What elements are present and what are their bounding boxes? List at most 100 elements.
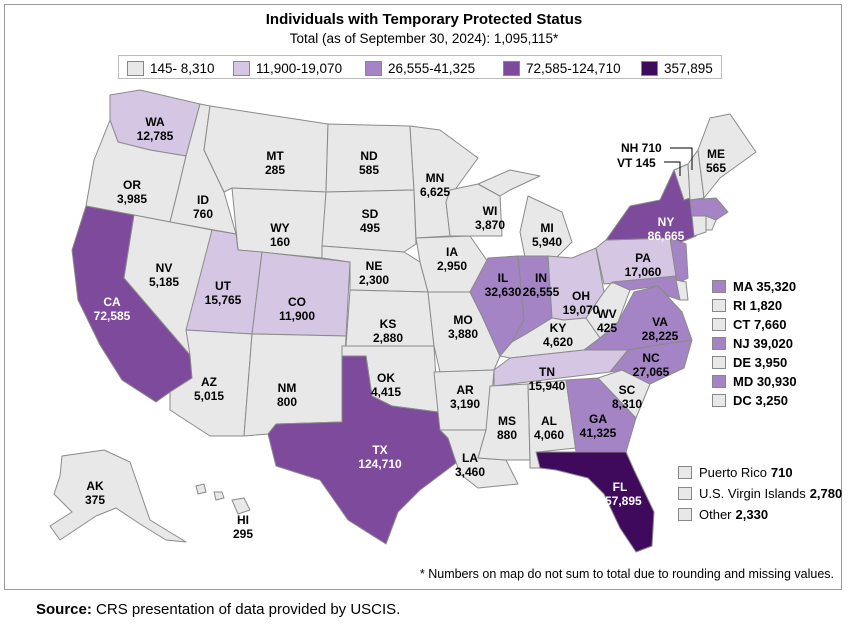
small-state-ri: RI 1,820 [712, 297, 782, 313]
map-title: Individuals with Temporary Protected Sta… [265, 11, 583, 28]
legend: 145- 8,310 11,900-19,070 26,555-41,325 7… [118, 55, 722, 79]
state-value-wi: 3,870 [475, 218, 505, 232]
state-label-wa: WA [145, 115, 165, 129]
state-label-ga: GA [589, 412, 607, 426]
state-value-ak: 375 [85, 493, 105, 507]
state-value-wv: 425 [597, 321, 617, 335]
state-label-tn: TN [539, 365, 555, 379]
state-value-me: 565 [706, 161, 726, 175]
state-FL [535, 451, 655, 553]
state-label-in: IN [535, 271, 547, 285]
territory-puerto-rico: Puerto Rico 710 [678, 463, 793, 481]
swatch-md [712, 374, 726, 388]
state-label-ny: NY [658, 215, 675, 229]
state-value-az: 5,015 [194, 389, 224, 403]
small-states-list: MA 35,320 RI 1,820 CT 7,660 NJ 39,020 DE… [712, 278, 822, 408]
state-value-wy: 160 [270, 235, 290, 249]
state-value-mo: 3,880 [448, 327, 478, 341]
state-SD [321, 189, 417, 253]
state-value-ut: 15,765 [205, 293, 242, 307]
state-value-mn: 6,625 [420, 185, 450, 199]
state-value-pa: 17,060 [625, 265, 662, 279]
state-label-ms: MS [498, 414, 516, 428]
state-MD [611, 275, 681, 301]
territory-value: 710 [770, 464, 793, 480]
legend-swatch-bin-1 [233, 60, 250, 76]
state-label-az: AZ [201, 375, 217, 389]
state-value-ky: 4,620 [543, 335, 573, 349]
state-CO [251, 251, 351, 337]
state-value-sc: 8,310 [612, 397, 642, 411]
state-value-ks: 2,880 [373, 331, 403, 345]
state-value-or: 3,985 [117, 192, 147, 206]
state-value-mi: 5,940 [532, 235, 562, 249]
state-label-pa: PA [635, 251, 651, 265]
state-label-ar: AR [456, 383, 474, 397]
source-line: Source: CRS presentation of data provide… [36, 601, 400, 618]
state-value-in: 26,555 [523, 285, 560, 299]
state-label-sc: SC [619, 383, 636, 397]
swatch-nj [712, 336, 726, 350]
state-HI-1 [195, 483, 207, 495]
swatch-ma [712, 279, 726, 293]
state-label-me: ME [707, 147, 725, 161]
small-state-nj: NJ 39,020 [712, 335, 793, 351]
state-value-fl: 357,895 [598, 494, 642, 508]
state-value-nv: 5,185 [149, 275, 179, 289]
state-label-nd: ND [360, 149, 378, 163]
state-label-nc: NC [642, 351, 660, 365]
legend-label-bin-0: 145- 8,310 [150, 60, 215, 76]
legend-item-bin-0: 145- 8,310 [127, 60, 215, 76]
small-state-ri-label: RI 1,820 [733, 297, 783, 313]
state-label-ne: NE [366, 259, 383, 273]
state-value-nc: 27,065 [633, 365, 670, 379]
source-label: Source: [36, 601, 92, 618]
state-CT [691, 215, 707, 237]
state-label-mt: MT [266, 149, 284, 163]
state-value-mt: 285 [265, 163, 285, 177]
state-RI [705, 215, 717, 231]
small-state-ma-label: MA 35,320 [733, 278, 797, 294]
state-label-mi: MI [540, 221, 553, 235]
state-AK [49, 449, 187, 543]
state-VA [583, 285, 693, 351]
state-value-sd: 495 [360, 221, 380, 235]
state-value-wa: 12,785 [137, 129, 174, 143]
state-value-ia: 2,950 [437, 259, 467, 273]
state-label-id: ID [197, 193, 209, 207]
small-state-md-label: MD 30,930 [733, 373, 797, 389]
state-value-ar: 3,190 [450, 397, 480, 411]
state-ME [697, 113, 757, 199]
legend-label-bin-1: 11,900-19,070 [256, 60, 343, 76]
state-label-ks: KS [380, 317, 397, 331]
callout-line-vt [664, 161, 681, 176]
legend-item-bin-4: 357,895 [641, 60, 713, 76]
state-value-ga: 41,325 [580, 426, 617, 440]
legend-item-bin-2: 26,555-41,325 [365, 60, 475, 76]
territory-value: 2,780 [809, 485, 843, 501]
state-label-sd: SD [362, 207, 379, 221]
state-label-oh: OH [572, 289, 590, 303]
state-label-wi: WI [483, 204, 498, 218]
state-label-ca: CA [103, 295, 121, 309]
swatch-ri [712, 298, 726, 312]
callout-nh: NH 710 [621, 141, 662, 155]
swatch-dc [712, 393, 726, 407]
state-value-il: 32,630 [485, 285, 522, 299]
state-value-ne: 2,300 [359, 273, 389, 287]
state-value-ok: 4,415 [371, 385, 401, 399]
state-label-al: AL [541, 414, 557, 428]
state-value-ca: 72,585 [94, 309, 131, 323]
state-value-la: 3,460 [455, 465, 485, 479]
swatch-virgin-islands [678, 486, 692, 500]
state-label-wv: WV [597, 307, 616, 321]
state-value-nm: 800 [277, 395, 297, 409]
state-label-il: IL [498, 271, 509, 285]
territory-name: U.S. Virgin Islands [699, 485, 806, 501]
swatch-de [712, 355, 726, 369]
state-label-or: OR [123, 178, 141, 192]
state-value-ny: 86,665 [648, 229, 685, 243]
small-state-de: DE 3,950 [712, 354, 787, 370]
state-label-nm: NM [278, 381, 297, 395]
